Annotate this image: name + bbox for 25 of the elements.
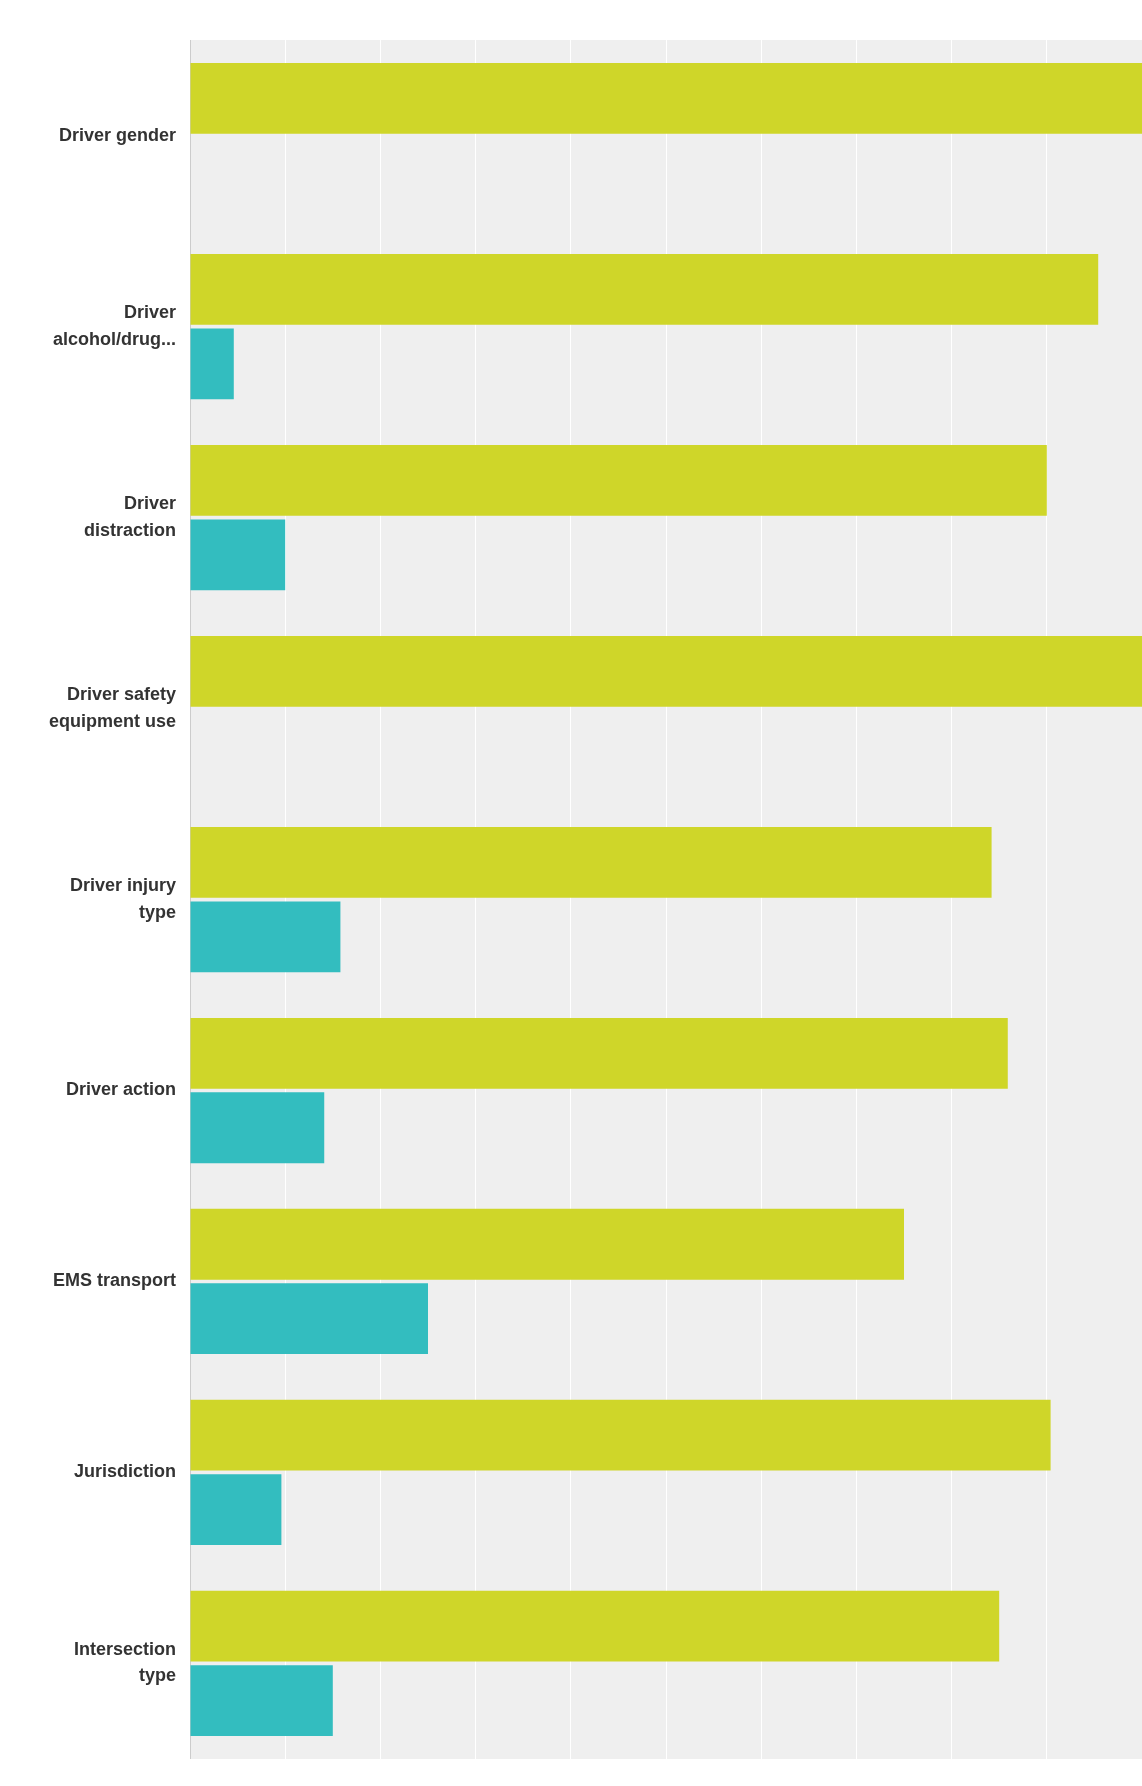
bar bbox=[190, 519, 286, 591]
y-tick-label: Intersection type bbox=[73, 1639, 176, 1686]
bar bbox=[190, 1590, 1000, 1662]
bar bbox=[190, 62, 1142, 134]
bar bbox=[190, 1474, 282, 1546]
y-tick-label: Jurisdiction bbox=[73, 1461, 176, 1482]
y-tick-label: Driver safety equipment use bbox=[48, 684, 176, 731]
bar bbox=[190, 826, 992, 898]
bar bbox=[190, 1399, 1051, 1471]
y-tick-label: Driver gender bbox=[58, 124, 176, 145]
bar bbox=[190, 1017, 1008, 1089]
bar bbox=[190, 635, 1142, 707]
y-tick-label: Driver action bbox=[65, 1079, 176, 1100]
bar bbox=[190, 901, 341, 973]
bar bbox=[190, 253, 1099, 325]
bar bbox=[190, 444, 1047, 516]
bar bbox=[190, 1665, 333, 1737]
y-tick-label: EMS transport bbox=[52, 1270, 176, 1291]
bar bbox=[190, 1092, 325, 1164]
bar bbox=[190, 328, 234, 400]
y-tick-label: Driver alcohol/drug... bbox=[52, 302, 176, 349]
bar bbox=[190, 1283, 428, 1355]
y-tick-label: Driver injury type bbox=[69, 875, 176, 922]
bar bbox=[190, 1208, 904, 1280]
y-tick-label: Driver distraction bbox=[83, 493, 176, 540]
